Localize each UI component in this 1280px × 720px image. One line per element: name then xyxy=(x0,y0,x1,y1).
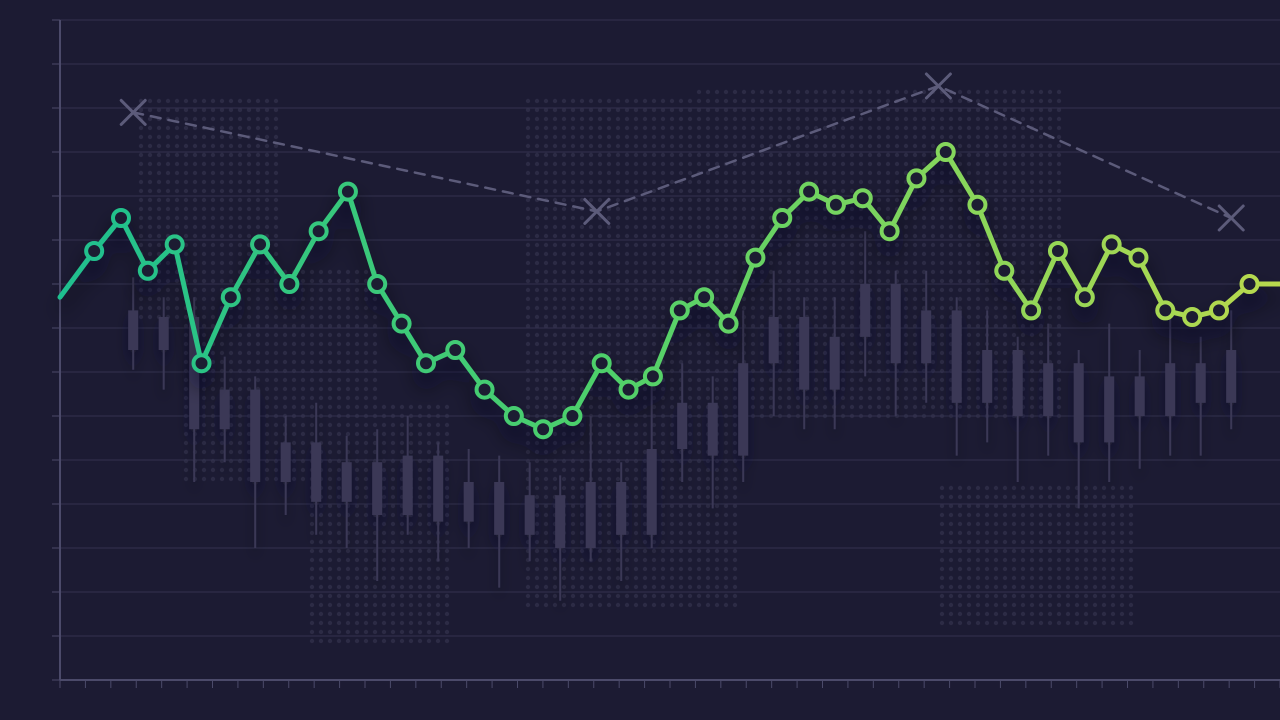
line-marker xyxy=(747,250,763,266)
line-marker xyxy=(672,302,688,318)
line-marker xyxy=(1242,276,1258,292)
line-marker xyxy=(882,223,898,239)
line-marker xyxy=(621,382,637,398)
line-marker xyxy=(1104,236,1120,252)
line-marker xyxy=(394,316,410,332)
line-marker xyxy=(1157,302,1173,318)
line-marker xyxy=(1050,243,1066,259)
line-marker xyxy=(1211,302,1227,318)
line-marker xyxy=(140,263,156,279)
line-marker xyxy=(774,210,790,226)
line-marker xyxy=(418,355,434,371)
line-marker xyxy=(194,355,210,371)
line-marker xyxy=(1184,309,1200,325)
line-marker xyxy=(828,197,844,213)
line-marker xyxy=(113,210,129,226)
line-marker xyxy=(938,144,954,160)
line-marker xyxy=(447,342,463,358)
line-marker xyxy=(645,368,661,384)
line-marker xyxy=(86,243,102,259)
line-marker xyxy=(721,316,737,332)
line-marker xyxy=(535,421,551,437)
line-marker xyxy=(281,276,297,292)
line-marker xyxy=(340,184,356,200)
line-marker xyxy=(369,276,385,292)
line-marker xyxy=(801,184,817,200)
line-marker xyxy=(311,223,327,239)
line-marker xyxy=(167,236,183,252)
line-marker xyxy=(908,170,924,186)
line-marker xyxy=(223,289,239,305)
line-marker xyxy=(477,382,493,398)
financial-chart xyxy=(0,0,1280,720)
line-marker xyxy=(564,408,580,424)
line-marker xyxy=(969,197,985,213)
line-marker xyxy=(252,236,268,252)
line-marker xyxy=(1023,302,1039,318)
line-marker xyxy=(506,408,522,424)
line-marker xyxy=(855,190,871,206)
line-marker xyxy=(594,355,610,371)
line-marker xyxy=(1130,250,1146,266)
line-marker xyxy=(996,263,1012,279)
line-marker xyxy=(696,289,712,305)
line-marker xyxy=(1077,289,1093,305)
